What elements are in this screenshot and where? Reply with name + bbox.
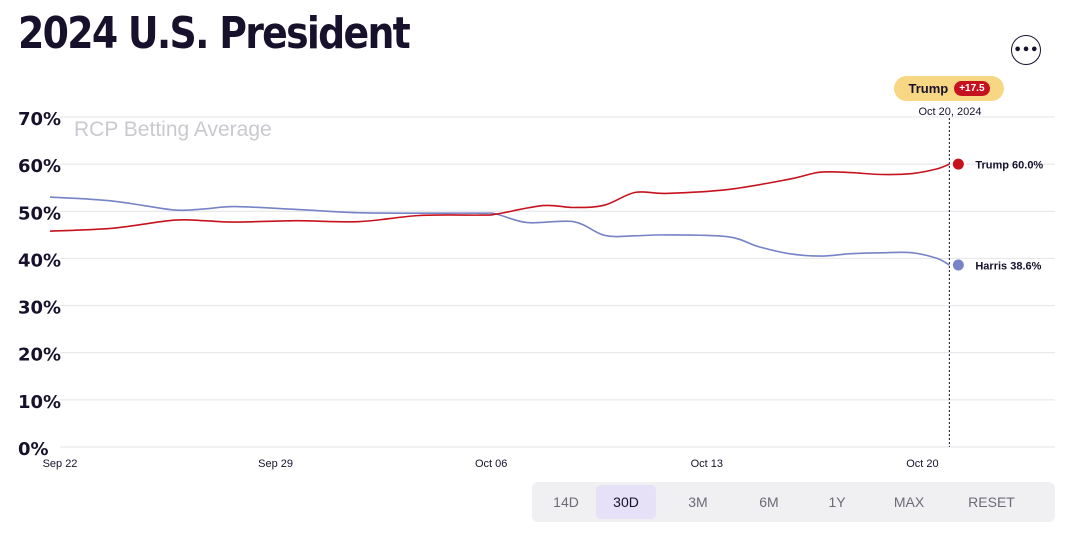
x-tick-label: Sep 29 xyxy=(258,458,293,470)
y-tick-label: 40% xyxy=(18,250,61,271)
y-tick-label: 50% xyxy=(18,203,61,224)
x-tick-label: Sep 22 xyxy=(43,458,78,470)
series-end-label-harris: Harris 38.6% xyxy=(975,261,1041,273)
chart-watermark: RCP Betting Average xyxy=(74,118,272,141)
leader-badge: Trump +17.5 xyxy=(894,76,1004,101)
range-button-30d[interactable]: 30D xyxy=(596,485,656,519)
y-tick-label: 70% xyxy=(18,109,61,130)
series-endpoint-trump xyxy=(952,158,964,170)
leader-name: Trump xyxy=(908,81,949,96)
series-end-label-trump: Trump 60.0% xyxy=(975,160,1043,172)
y-tick-label: 30% xyxy=(18,298,61,319)
series-line-trump xyxy=(49,163,950,232)
y-tick-label: 60% xyxy=(18,156,61,177)
leader-spread: +17.5 xyxy=(954,81,990,96)
range-button-1y[interactable]: 1Y xyxy=(798,485,876,519)
y-tick-label: 20% xyxy=(18,345,61,366)
ellipsis-icon: ••• xyxy=(1013,42,1039,58)
line-chart[interactable]: 0% 10% 20% 30% 40% 50% 60% 70% RCP Betting Avera… xyxy=(0,0,1066,480)
x-tick-label: Oct 20 xyxy=(906,458,938,470)
range-button-reset[interactable]: RESET xyxy=(942,485,1041,519)
x-tick-label: Oct 13 xyxy=(691,458,723,470)
range-button-6m[interactable]: 6M xyxy=(740,485,798,519)
range-button-max[interactable]: MAX xyxy=(876,485,942,519)
series-endpoint-harris xyxy=(952,259,964,271)
y-tick-label: 10% xyxy=(18,392,61,413)
y-tick-label: 0% xyxy=(18,439,49,460)
range-button-14d[interactable]: 14D xyxy=(536,485,596,519)
more-options-button[interactable]: ••• xyxy=(1011,35,1041,65)
x-tick-label: Oct 06 xyxy=(475,458,507,470)
hover-date: Oct 20, 2024 xyxy=(918,106,982,118)
page-title: 2024 U.S. President xyxy=(18,8,411,59)
range-selector: 14D 30D 3M 6M 1Y MAX RESET xyxy=(532,482,1055,522)
range-button-3m[interactable]: 3M xyxy=(656,485,740,519)
series-line-harris xyxy=(49,196,950,266)
